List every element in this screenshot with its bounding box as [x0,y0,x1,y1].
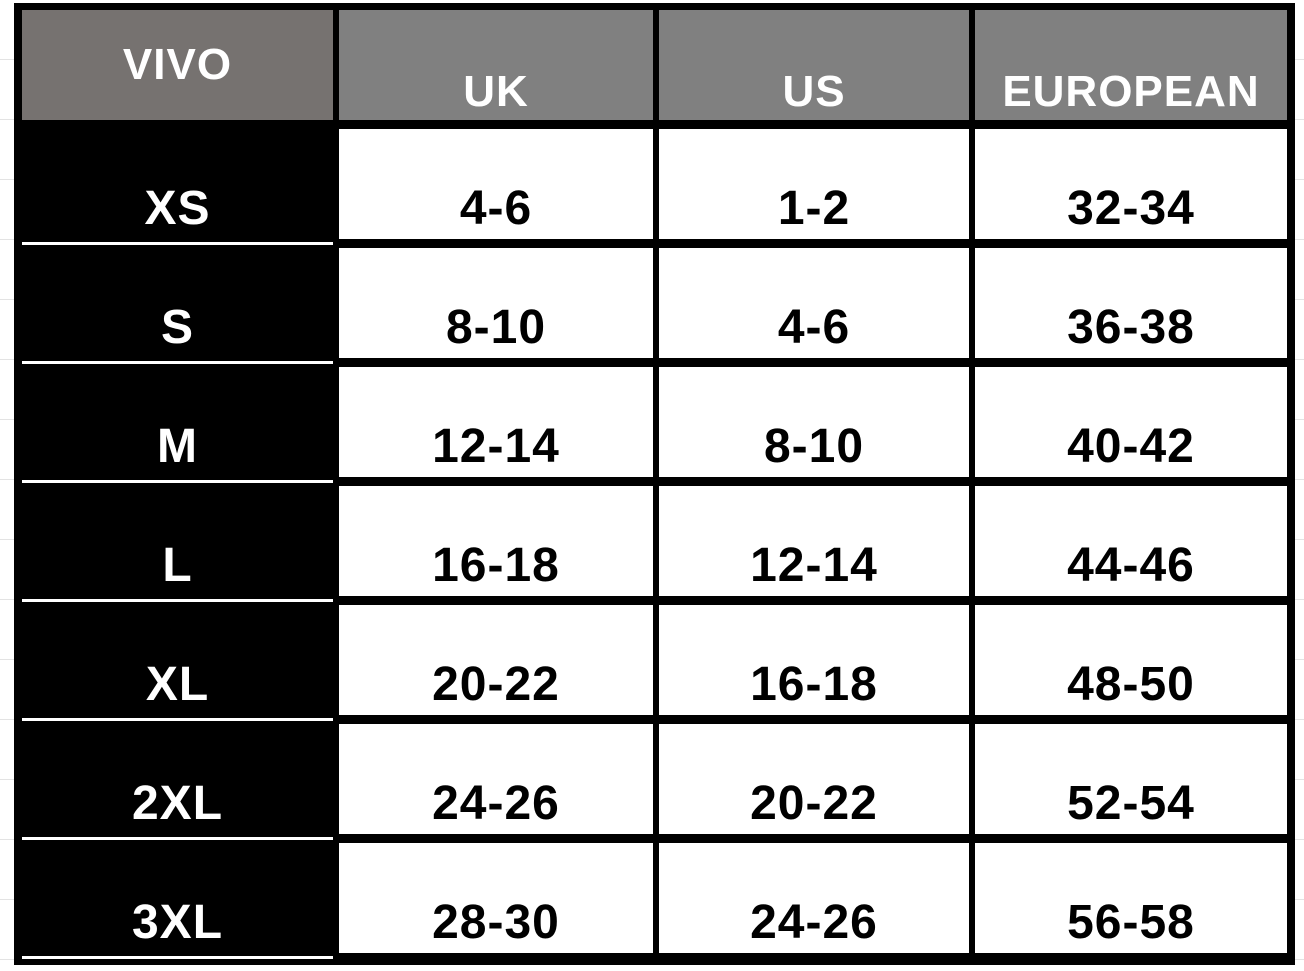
size-label-cell[interactable]: XL [22,605,333,721]
size-us-cell[interactable]: 20-22 [659,724,969,834]
size-chart-table: VIVO UK US EUROPEAN XS 4-6 1-2 32-34 S 8-10 4-6 36-… [14,3,1295,965]
size-us-cell[interactable]: 8-10 [659,367,969,477]
size-european-cell[interactable]: 36-38 [975,248,1287,358]
size-uk-cell[interactable]: 4-6 [339,129,653,239]
header-uk[interactable]: UK [339,10,653,120]
size-us-cell[interactable]: 1-2 [659,129,969,239]
size-us-cell[interactable]: 24-26 [659,843,969,953]
size-european-cell[interactable]: 52-54 [975,724,1287,834]
size-european-cell[interactable]: 32-34 [975,129,1287,239]
size-uk-cell[interactable]: 28-30 [339,843,653,953]
size-label-cell[interactable]: XS [22,129,333,245]
header-vivo[interactable]: VIVO [22,10,333,120]
header-us[interactable]: US [659,10,969,120]
size-european-cell[interactable]: 48-50 [975,605,1287,715]
size-european-cell[interactable]: 56-58 [975,843,1287,953]
header-european[interactable]: EUROPEAN [975,10,1287,120]
size-uk-cell[interactable]: 16-18 [339,486,653,596]
size-label-cell[interactable]: 2XL [22,724,333,840]
size-label-cell[interactable]: L [22,486,333,602]
size-label-cell[interactable]: 3XL [22,843,333,959]
size-uk-cell[interactable]: 24-26 [339,724,653,834]
size-uk-cell[interactable]: 12-14 [339,367,653,477]
size-uk-cell[interactable]: 8-10 [339,248,653,358]
size-label-cell[interactable]: S [22,248,333,364]
size-us-cell[interactable]: 4-6 [659,248,969,358]
size-label-cell[interactable]: M [22,367,333,483]
size-chart-grid: VIVO UK US EUROPEAN XS 4-6 1-2 32-34 S 8-10 4-6 36-… [22,10,1287,959]
size-us-cell[interactable]: 12-14 [659,486,969,596]
size-european-cell[interactable]: 40-42 [975,367,1287,477]
size-us-cell[interactable]: 16-18 [659,605,969,715]
size-uk-cell[interactable]: 20-22 [339,605,653,715]
size-european-cell[interactable]: 44-46 [975,486,1287,596]
